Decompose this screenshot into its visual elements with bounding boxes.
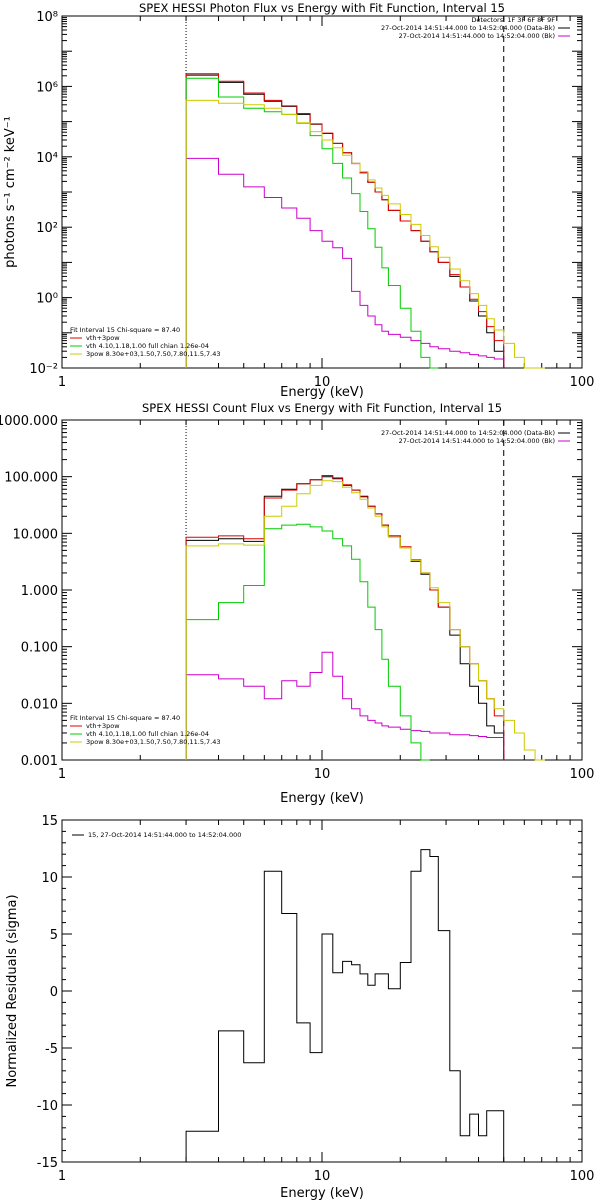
y-tick-label: 10⁶ — [36, 80, 58, 95]
legend-entry: vth 4.10,1.18,1.00 full chian 1.26e-04 — [86, 730, 209, 738]
x-axis-label: Energy (keV) — [280, 1186, 364, 1200]
chart-title: SPEX HESSI Count Flux vs Energy with Fit… — [142, 401, 502, 415]
legend-entry: 15, 27-Oct-2014 14:51:44.000 to 14:52:04… — [88, 831, 241, 839]
photon-flux-chart: SPEX HESSI Photon Flux vs Energy with Fi… — [3, 1, 594, 400]
chart-title: SPEX HESSI Photon Flux vs Energy with Fi… — [139, 1, 505, 15]
y-tick-label: 10 — [41, 871, 58, 886]
y-axis-label: photons s⁻¹ cm⁻² keV⁻¹ — [3, 116, 18, 268]
legend-entry: Fit Interval 15 Chi-square = 87.40 — [70, 326, 180, 334]
legend-entry: vth 4.10,1.18,1.00 full chian 1.26e-04 — [86, 342, 209, 350]
y-tick-label: -15 — [37, 1156, 58, 1171]
series-line-2 — [185, 73, 505, 368]
y-tick-label: 10⁸ — [36, 10, 58, 25]
y-axis-label: Normalized Residuals (sigma) — [5, 894, 20, 1087]
count-flux-chart: SPEX HESSI Count Flux vs Energy with Fit… — [0, 401, 594, 806]
legend-entry: vth+3pow — [86, 334, 120, 342]
x-tick-label: 1 — [58, 767, 66, 782]
y-tick-label: 0.010 — [21, 697, 58, 712]
x-tick-label: 100 — [570, 375, 595, 390]
series-line-0 — [185, 849, 505, 1162]
series-line-1 — [185, 651, 505, 760]
series-line-1 — [185, 157, 505, 368]
x-tick-label: 10 — [314, 1169, 331, 1184]
series-line-2 — [185, 475, 505, 760]
x-tick-label: 100 — [570, 1169, 595, 1184]
legend-entry: Fit Interval 15 Chi-square = 87.40 — [70, 714, 180, 722]
legend-entry: 3pow 8.30e+03,1.50,7.50,7.80,11.5,7.43 — [86, 738, 221, 746]
series-line-4 — [185, 480, 545, 761]
legend-entry: 27-Oct-2014 14:51:44.000 to 14:52:04.000… — [399, 32, 555, 40]
y-tick-label: 10⁴ — [36, 151, 58, 166]
y-tick-label: 10.000 — [13, 527, 59, 542]
series-line-3 — [185, 523, 430, 761]
y-tick-label: 1.000 — [21, 584, 58, 599]
y-tick-label: 5 — [50, 928, 58, 943]
legend-entry: vth+3pow — [86, 722, 120, 730]
legend-entry: 27-Oct-2014 14:51:44.000 to 14:52:04.000… — [381, 24, 555, 32]
series-line-4 — [185, 99, 545, 369]
legend-entry: Detectors: 1F 3F 6F 8F 9F — [471, 16, 555, 24]
y-tick-label: 0 — [50, 985, 58, 1000]
legend-entry: 3pow 8.30e+03,1.50,7.50,7.80,11.5,7.43 — [86, 350, 221, 358]
legend-entry: 27-Oct-2014 14:51:44.000 to 14:52:04.000… — [399, 437, 555, 445]
series-line-3 — [185, 77, 439, 369]
x-tick-label: 10 — [314, 375, 331, 390]
series-line-0 — [185, 476, 505, 760]
x-tick-label: 10 — [314, 767, 331, 782]
x-tick-label: 100 — [570, 767, 595, 782]
y-tick-label: 10⁰ — [36, 292, 58, 307]
y-tick-label: 10² — [36, 221, 58, 236]
series-line-0 — [185, 74, 505, 368]
y-tick-label: 1000.000 — [0, 414, 58, 429]
y-tick-label: 100.000 — [4, 471, 58, 486]
y-tick-label: 0.100 — [21, 641, 58, 656]
x-tick-label: 1 — [58, 375, 66, 390]
residuals-chart: 1 10 100 Energy (keV) -15 -10 -5 0 5 10 15 Normaliz… — [5, 814, 594, 1200]
y-tick-label: 15 — [41, 814, 58, 829]
x-axis-label: Energy (keV) — [280, 791, 364, 806]
y-tick-label: 10⁻² — [29, 362, 58, 377]
y-tick-label: -10 — [37, 1099, 58, 1114]
y-tick-label: 0.001 — [21, 754, 58, 769]
x-tick-label: 1 — [58, 1169, 66, 1184]
y-tick-label: -5 — [45, 1042, 58, 1057]
legend-entry: 27-Oct-2014 14:51:44.000 to 14:52:04.000… — [381, 429, 555, 437]
x-axis-label: Energy (keV) — [280, 385, 364, 400]
